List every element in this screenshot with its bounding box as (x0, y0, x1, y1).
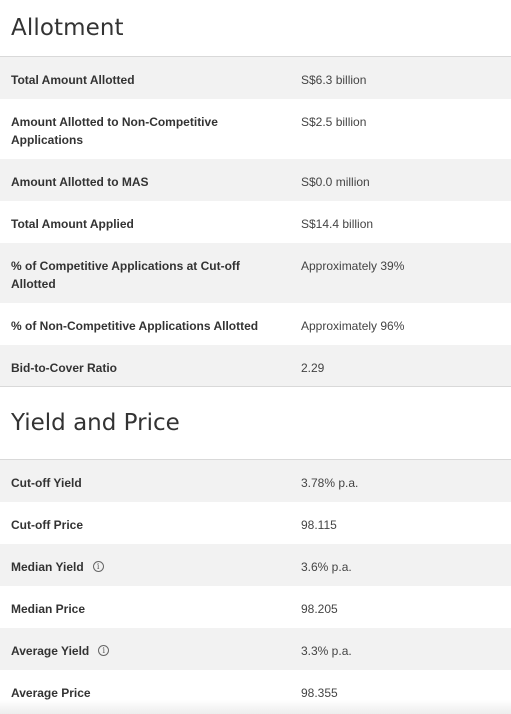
table-row: Cut-off Price 98.115 (0, 502, 511, 544)
row-value: 98.205 (301, 602, 338, 616)
bottom-shadow (0, 700, 511, 714)
row-value: 3.3% p.a. (301, 644, 352, 658)
table-row: Average Yield i 3.3% p.a. (0, 628, 511, 670)
row-value: 98.355 (301, 686, 338, 700)
row-label: % of Competitive Applications at Cut-off… (11, 259, 240, 291)
yield-price-title: Yield and Price (11, 410, 180, 436)
row-value: Approximately 39% (301, 259, 405, 273)
row-label: Median Yield (11, 560, 84, 574)
row-label: Median Price (11, 602, 86, 616)
table-row: Amount Allotted to MAS S$0.0 million (0, 159, 511, 201)
row-value: S$0.0 million (301, 175, 370, 189)
allotment-header: Allotment (0, 0, 511, 57)
row-value: 3.6% p.a. (301, 560, 352, 574)
row-label: Average Price (11, 686, 91, 700)
row-value: 3.78% p.a. (301, 476, 359, 490)
table-row: Average Price 98.355 (0, 670, 511, 712)
table-row: % of Competitive Applications at Cut-off… (0, 243, 511, 303)
table-row: Median Price 98.205 (0, 586, 511, 628)
table-row: Amount Allotted to Non-Competitive Appli… (0, 99, 511, 159)
row-value: 2.29 (301, 361, 325, 375)
row-value: S$2.5 billion (301, 115, 367, 129)
table-row: Median Yield i 3.6% p.a. (0, 544, 511, 586)
row-label: Bid-to-Cover Ratio (11, 361, 117, 375)
allotment-section: Allotment Total Amount Allotted S$6.3 bi… (0, 0, 511, 387)
row-label: Amount Allotted to Non-Competitive Appli… (11, 115, 218, 147)
info-icon[interactable]: i (92, 561, 104, 572)
row-label: Total Amount Applied (11, 217, 134, 231)
row-value: S$6.3 billion (301, 73, 367, 87)
row-label: Average Yield (11, 644, 90, 658)
yield-price-section: Yield and Price Cut-off Yield 3.78% p.a.… (0, 387, 511, 712)
table-row: Total Amount Applied S$14.4 billion (0, 201, 511, 243)
row-value: 98.115 (301, 518, 337, 532)
table-row: % of Non-Competitive Applications Allott… (0, 303, 511, 345)
table-row: Bid-to-Cover Ratio 2.29 (0, 345, 511, 387)
row-label: Total Amount Allotted (11, 73, 135, 87)
yield-price-header: Yield and Price (0, 387, 511, 460)
row-value: Approximately 96% (301, 319, 405, 333)
row-label: Cut-off Yield (11, 476, 82, 490)
row-label: % of Non-Competitive Applications Allott… (11, 319, 259, 333)
row-label: Amount Allotted to MAS (11, 175, 149, 189)
table-row: Cut-off Yield 3.78% p.a. (0, 460, 511, 502)
table-row: Total Amount Allotted S$6.3 billion (0, 57, 511, 99)
row-value: S$14.4 billion (301, 217, 374, 231)
allotment-title: Allotment (11, 15, 124, 41)
info-icon[interactable]: i (98, 645, 110, 656)
row-label: Cut-off Price (11, 518, 83, 532)
